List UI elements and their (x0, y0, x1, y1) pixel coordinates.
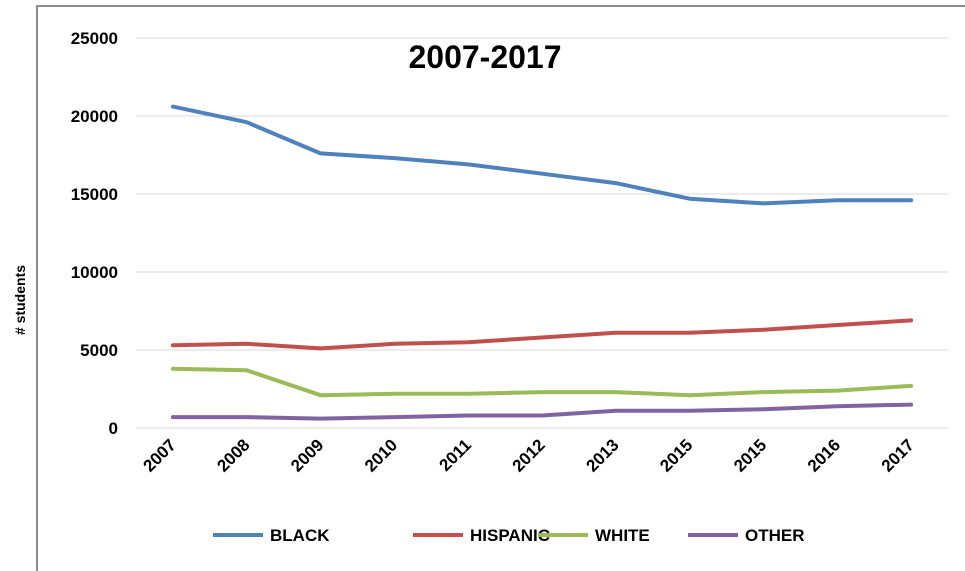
x-tick-label: 2009 (287, 435, 327, 475)
x-tick-label: 2015 (656, 435, 696, 475)
gridlines (136, 37, 948, 429)
y-axis-ticks: 0 5000 10000 15000 20000 25000 (71, 29, 118, 438)
series-line-hispanic (170, 318, 914, 351)
x-tick-label: 2016 (804, 435, 844, 475)
y-tick-label: 15000 (71, 185, 118, 204)
y-tick-label: 0 (109, 419, 118, 438)
x-tick-label: 2011 (435, 435, 475, 475)
x-tick-label: 2010 (361, 435, 401, 475)
y-axis-label: # students (12, 265, 28, 335)
x-tick-label: 2012 (509, 435, 549, 475)
series-line-other (170, 402, 914, 421)
legend-label-black: BLACK (270, 526, 330, 545)
x-tick-label: 2015 (730, 435, 770, 475)
y-tick-label: 5000 (80, 341, 118, 360)
legend-label-white: WHITE (595, 526, 650, 545)
y-tick-label: 20000 (71, 107, 118, 126)
x-tick-label: 2008 (213, 435, 253, 475)
chart-frame (36, 5, 965, 571)
x-tick-label: 2013 (582, 435, 622, 475)
legend-label-other: OTHER (745, 526, 805, 545)
series-line-white (170, 366, 914, 398)
x-tick-label: 2007 (140, 435, 180, 475)
x-tick-label: 2017 (878, 435, 918, 475)
chart-title: 2007-2017 (408, 39, 561, 75)
legend-label-hispanic: HISPANIC (470, 526, 550, 545)
legend: BLACK HISPANIC WHITE OTHER (213, 526, 805, 545)
series-line-black (170, 104, 914, 206)
series-lines (170, 104, 914, 421)
y-tick-label: 10000 (71, 263, 118, 282)
y-tick-label: 25000 (71, 29, 118, 48)
x-axis-ticks: 2007 2008 2009 2010 2011 2012 2013 2015 2015 2016… (140, 435, 918, 475)
